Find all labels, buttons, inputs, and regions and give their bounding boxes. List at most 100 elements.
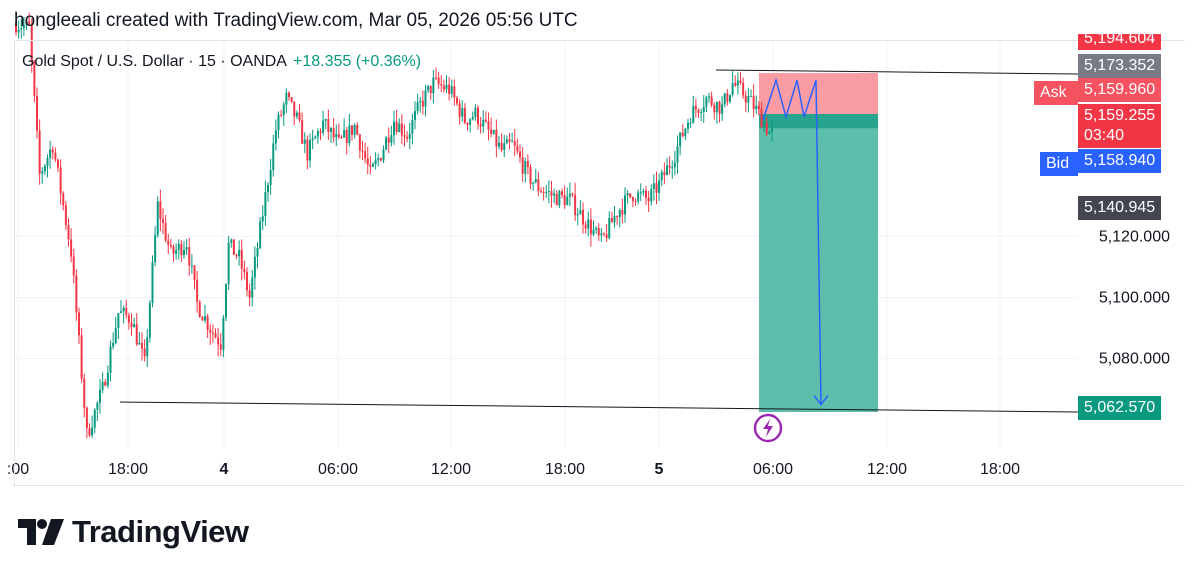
lightning-event-icon[interactable]	[753, 413, 783, 443]
candle	[185, 247, 188, 250]
candle	[739, 80, 742, 83]
candle	[28, 21, 31, 25]
candle	[469, 119, 472, 125]
candle	[752, 95, 755, 110]
candle	[117, 312, 120, 328]
candle	[46, 158, 49, 166]
candle	[351, 125, 353, 135]
candle	[731, 83, 734, 95]
candle	[710, 96, 713, 106]
stop-loss-price-tag: 5,173.352	[1078, 54, 1162, 78]
candle	[487, 121, 490, 130]
candle	[742, 82, 745, 96]
ask-price-tag: 5,159.960	[1078, 78, 1162, 102]
candle	[22, 25, 25, 29]
candle	[474, 107, 477, 118]
target-trend-line	[119, 401, 1079, 413]
candle	[183, 249, 185, 256]
candle	[330, 128, 332, 132]
candle	[668, 165, 671, 168]
candle	[550, 191, 553, 196]
candle	[114, 327, 117, 344]
candle	[508, 139, 511, 142]
candle	[314, 136, 317, 139]
candle	[616, 216, 619, 218]
current-price: 5,159.255	[1084, 107, 1156, 124]
candle	[471, 117, 474, 120]
candle	[80, 335, 83, 379]
candle	[529, 167, 532, 184]
candle	[267, 185, 269, 193]
candle	[679, 132, 682, 147]
candle	[99, 389, 101, 403]
candle	[666, 165, 668, 176]
candle	[238, 249, 241, 257]
candle	[109, 346, 112, 373]
candle	[676, 146, 679, 163]
symbol-name[interactable]: Gold Spot / U.S. Dollar · 15 · OANDA	[22, 53, 287, 70]
candle	[571, 193, 574, 195]
candle	[503, 143, 506, 150]
candle	[306, 139, 309, 161]
x-tick-label: 18:00	[108, 461, 148, 478]
candle	[85, 407, 88, 429]
candle	[274, 130, 277, 144]
x-tick-label: 5	[655, 461, 664, 478]
candle	[416, 102, 419, 112]
candle	[718, 101, 721, 114]
candle	[188, 247, 191, 266]
candle	[154, 235, 157, 263]
trend-lines	[119, 69, 1079, 413]
candle	[261, 216, 264, 222]
candle	[232, 239, 235, 255]
candle	[482, 119, 485, 127]
tradingview-logo[interactable]: TradingView	[18, 514, 249, 550]
candle	[519, 151, 521, 158]
candle	[419, 100, 422, 103]
candle	[112, 343, 115, 347]
candlestick-series	[15, 10, 773, 439]
candle	[282, 104, 285, 116]
candle	[553, 193, 556, 196]
candle	[589, 219, 592, 235]
candle	[193, 265, 196, 280]
take-profit-price-tag: 5,062.570	[1078, 396, 1162, 420]
candle	[369, 164, 372, 167]
candle	[248, 290, 251, 298]
candle	[403, 135, 406, 137]
symbol-legend[interactable]: Gold Spot / U.S. Dollar · 15 · OANDA +18.…	[22, 53, 421, 71]
candle	[723, 93, 726, 105]
candle	[169, 244, 172, 247]
candle	[479, 124, 482, 127]
candle	[101, 381, 104, 390]
candle	[453, 86, 456, 98]
candle	[120, 311, 122, 313]
candle	[626, 193, 629, 196]
top-price-tag: 5,194.604	[1078, 34, 1162, 50]
candle	[595, 228, 598, 230]
candle	[445, 84, 448, 90]
candle	[400, 123, 403, 136]
candle	[768, 131, 771, 134]
candle	[272, 143, 275, 171]
candle	[555, 193, 558, 206]
candle	[524, 161, 527, 174]
candle	[62, 193, 65, 206]
candle	[167, 240, 170, 245]
candle	[172, 246, 175, 254]
candle	[385, 137, 388, 150]
candle	[356, 125, 359, 135]
candle	[337, 134, 340, 137]
candle	[379, 158, 382, 161]
candle	[177, 243, 180, 251]
candle	[290, 96, 293, 102]
candle	[660, 171, 663, 181]
candle	[190, 265, 193, 267]
x-tick-label: 06:00	[753, 461, 793, 478]
candle	[427, 85, 430, 91]
candle	[75, 275, 78, 313]
candle	[340, 136, 343, 138]
candle	[235, 254, 238, 257]
candle	[164, 222, 167, 241]
